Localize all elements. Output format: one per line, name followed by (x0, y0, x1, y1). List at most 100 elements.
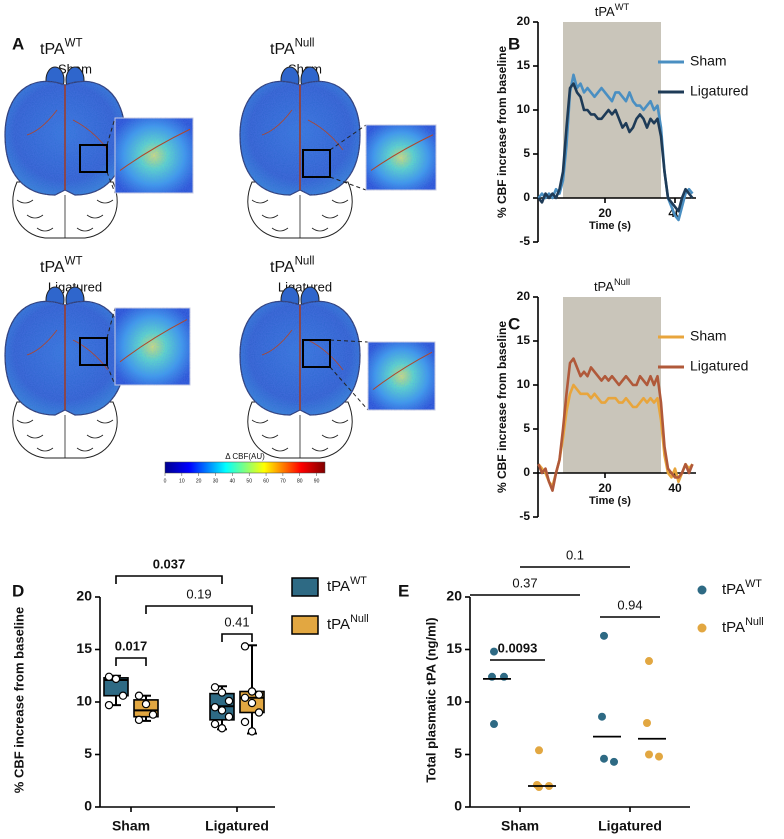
cerebellum-fold (271, 447, 289, 452)
y-axis-label: % CBF increase from baseline (495, 321, 509, 493)
data-point (224, 696, 234, 706)
x-tick-label: Ligatured (205, 818, 269, 834)
zoom-box (79, 144, 108, 173)
data-point (210, 719, 220, 729)
y-tick-label: 15 (76, 640, 92, 656)
data-point (217, 706, 227, 715)
chart-title: tPANull (594, 277, 630, 294)
cerebellum-fold (26, 214, 44, 219)
inset-vessel (370, 134, 434, 171)
x-tick-label: Sham (112, 818, 150, 834)
cerebellum-fold (36, 227, 54, 232)
legend-swatch (697, 623, 707, 633)
colorbar-tick-label: 10 (179, 478, 185, 484)
data-point (645, 750, 653, 759)
image-genotype-base: tPA (270, 41, 295, 58)
inset-vessel (119, 319, 188, 363)
y-tick-label: 0 (454, 798, 462, 814)
panel-letter: A (12, 34, 24, 53)
image-genotype-sup: WT (65, 38, 83, 50)
image-genotype-sup: Null (295, 256, 315, 268)
vessel (261, 109, 344, 151)
data-point (134, 691, 144, 700)
data-point (254, 690, 264, 699)
inset-vessel (372, 351, 433, 390)
y-axis-label: % CBF increase from baseline (11, 607, 26, 793)
zoom-box (302, 339, 331, 368)
zoom-inset (367, 341, 436, 411)
y-axis-label: Total plasmatic tPA (ng/ml) (423, 617, 438, 782)
legend-label-sup: Null (350, 613, 369, 625)
stimulus-shade (563, 22, 661, 198)
y-tick-label: 0 (84, 798, 92, 814)
legend-label-base: tPA (722, 581, 745, 598)
image-genotype-sup: WT (65, 256, 83, 268)
data-point (645, 657, 653, 666)
x-tick-label: Ligatured (598, 818, 662, 834)
y-axis-label: % CBF increase from baseline (495, 46, 509, 218)
colorbar (164, 461, 326, 474)
colorbar-tick-label: 90 (314, 478, 320, 484)
data-point (655, 752, 663, 761)
cerebellum-fold (86, 434, 104, 439)
cerebellum-fold (26, 434, 44, 439)
cerebellum-fold (331, 199, 349, 204)
data-point (148, 710, 158, 719)
vessel (26, 109, 109, 151)
y-tick-label: 15 (446, 640, 462, 656)
p-value: 0.37 (512, 575, 537, 590)
x-tick-label: 20 (598, 206, 612, 220)
zoom-line (106, 117, 116, 146)
colorbar-tick-label: 60 (263, 478, 269, 484)
legend-label: tPAWT (327, 575, 367, 595)
x-axis-label: Time (s) (589, 220, 631, 232)
data-point (535, 746, 543, 755)
cerebellum-fold (321, 434, 339, 439)
legend-label: Sham (690, 53, 727, 69)
p-value: 0.94 (617, 597, 642, 612)
legend-label-sup: Null (745, 616, 764, 628)
data-point (247, 698, 257, 708)
legend-swatch (291, 577, 319, 597)
image-genotype: tPAWT (40, 38, 83, 59)
comparison-bracket (115, 657, 147, 666)
cerebellum-fold (321, 214, 339, 219)
chart-title-sup: WT (615, 2, 630, 12)
zoom-inset (114, 307, 191, 386)
image-genotype-base: tPA (40, 41, 65, 58)
y-tick-label: -5 (519, 509, 530, 523)
p-value: 0.037 (153, 556, 186, 571)
colorbar-label: Δ CBF(AU) (225, 452, 265, 461)
data-point (240, 693, 250, 703)
legend-swatch (291, 615, 319, 635)
series-line (537, 357, 694, 492)
cerebellum-fold (311, 227, 329, 232)
data-point (643, 719, 651, 727)
chart-title: tPAWT (595, 2, 630, 19)
image-genotype-sup: Null (295, 38, 315, 50)
zoom-box (79, 337, 108, 366)
data-point (535, 783, 543, 792)
data-point (600, 631, 608, 640)
y-tick-label: 20 (517, 289, 531, 303)
y-tick-label: 20 (76, 588, 92, 604)
image-genotype: tPAWT (40, 256, 83, 277)
y-tick-label: 10 (446, 693, 462, 709)
cerebellum-fold (86, 214, 104, 219)
colorbar-tick-label: 40 (230, 478, 236, 484)
data-point (217, 688, 227, 697)
colorbar-tick-label: 0 (164, 478, 167, 484)
p-value: 0.1 (566, 547, 584, 562)
y-tick-label: 20 (446, 588, 462, 604)
zoom-line (106, 171, 116, 194)
y-tick-label: 5 (84, 745, 92, 761)
legend-label-sup: WT (350, 575, 367, 587)
y-tick-label: 10 (517, 102, 531, 116)
y-tick-label: 0 (523, 190, 530, 204)
data-point (610, 757, 618, 766)
image-genotype-base: tPA (40, 259, 65, 276)
cerebellum-fold (271, 227, 289, 232)
x-tick-label: Sham (501, 818, 539, 834)
x-axis-label: Time (s) (589, 495, 631, 507)
